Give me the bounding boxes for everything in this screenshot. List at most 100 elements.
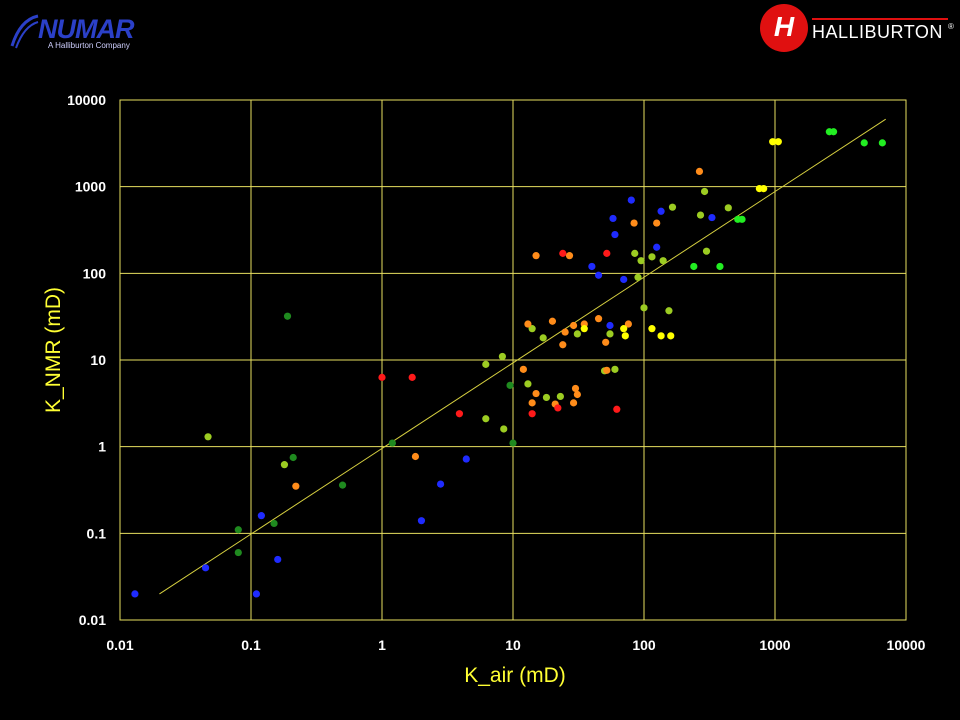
- data-point: [624, 320, 632, 328]
- tick-labels: 0.01 0.1 1 10 100 1000 10000 0.01 0.1 1 10 100 1000 1…: [67, 92, 926, 653]
- data-point: [204, 433, 212, 441]
- data-point: [667, 332, 675, 340]
- data-point: [573, 390, 581, 399]
- data-point: [500, 425, 508, 433]
- data-point: [603, 249, 611, 257]
- data-point: [702, 247, 711, 255]
- data-point: [498, 352, 506, 361]
- data-point: [270, 519, 278, 528]
- data-point: [539, 334, 547, 342]
- data-point: [594, 271, 603, 279]
- data-point: [611, 230, 619, 239]
- y-tick-label: 100: [83, 265, 107, 281]
- data-point: [609, 214, 617, 223]
- data-point: [580, 325, 588, 333]
- data-point: [524, 320, 532, 328]
- data-point: [532, 389, 540, 398]
- data-point: [716, 262, 724, 271]
- y-tick-label: 0.1: [87, 525, 107, 541]
- data-point: [257, 512, 265, 520]
- data-point: [131, 590, 139, 598]
- data-point: [588, 262, 596, 271]
- fit-line: [159, 118, 886, 595]
- data-points: [131, 128, 886, 598]
- data-point: [378, 373, 386, 381]
- data-point: [657, 332, 665, 340]
- data-point: [653, 243, 661, 251]
- data-point: [532, 252, 540, 260]
- halliburton-logo: H HALLIBURTON ®: [760, 4, 956, 54]
- data-point: [648, 253, 656, 261]
- data-point: [695, 167, 704, 176]
- y-tick-label: 10: [90, 352, 106, 368]
- data-point: [602, 338, 610, 346]
- data-point: [292, 482, 300, 490]
- data-point: [411, 452, 420, 461]
- data-point: [524, 380, 532, 388]
- x-tick-label: 0.01: [106, 637, 133, 653]
- data-point: [528, 399, 536, 407]
- data-point: [569, 399, 578, 407]
- halliburton-logo-name: HALLIBURTON: [812, 22, 943, 42]
- x-tick-label: 10: [505, 637, 521, 653]
- y-tick-label: 0.01: [79, 612, 106, 628]
- data-point: [274, 555, 282, 564]
- x-tick-label: 1000: [759, 637, 790, 653]
- data-point: [548, 317, 557, 325]
- y-tick-label: 1: [98, 439, 106, 455]
- data-point: [637, 257, 645, 265]
- numar-logo-tagline: A Halliburton Company: [48, 41, 130, 50]
- data-point: [338, 481, 347, 489]
- data-point: [252, 590, 261, 598]
- data-point: [528, 325, 536, 333]
- x-tick-label: 1: [378, 637, 386, 653]
- data-point: [482, 415, 490, 423]
- halliburton-registered-mark: ®: [948, 22, 954, 31]
- data-point: [640, 304, 648, 312]
- data-point: [280, 461, 289, 469]
- x-axis-title: K_air (mD): [464, 664, 566, 687]
- data-point: [506, 381, 514, 389]
- data-point: [668, 203, 677, 211]
- data-point: [603, 366, 611, 374]
- data-point: [657, 207, 665, 215]
- data-point: [627, 196, 635, 204]
- data-point: [606, 321, 614, 330]
- data-point: [542, 393, 551, 402]
- data-point: [648, 325, 656, 333]
- data-point: [559, 341, 567, 349]
- y-axis-title: K_NMR (mD): [42, 287, 65, 413]
- data-point: [690, 262, 698, 271]
- data-point: [528, 410, 536, 418]
- data-point: [659, 257, 667, 265]
- halliburton-logo-bar: [812, 18, 948, 20]
- data-point: [700, 187, 709, 196]
- data-point: [561, 328, 569, 336]
- x-tick-label: 0.1: [241, 637, 261, 653]
- data-point: [482, 360, 490, 368]
- data-point: [611, 365, 619, 373]
- y-tick-label: 10000: [67, 92, 106, 108]
- data-point: [388, 439, 396, 447]
- data-point: [620, 325, 628, 333]
- y-tick-label: 1000: [75, 179, 106, 195]
- data-point: [631, 249, 639, 257]
- data-point: [556, 392, 564, 401]
- data-point: [417, 517, 426, 525]
- numar-logo: NUMAR A Halliburton Company: [10, 8, 150, 52]
- numar-logo-name: NUMAR: [38, 14, 134, 44]
- data-point: [573, 330, 581, 338]
- data-point: [509, 439, 517, 447]
- data-point: [665, 307, 673, 315]
- fit-line-layer: [159, 118, 886, 595]
- data-point: [283, 312, 292, 320]
- data-point: [613, 405, 621, 413]
- data-point: [621, 332, 629, 340]
- data-point: [201, 564, 210, 572]
- data-point: [860, 139, 868, 147]
- data-point: [289, 453, 297, 462]
- data-point: [565, 252, 574, 260]
- data-point: [559, 249, 567, 257]
- data-point: [408, 373, 416, 381]
